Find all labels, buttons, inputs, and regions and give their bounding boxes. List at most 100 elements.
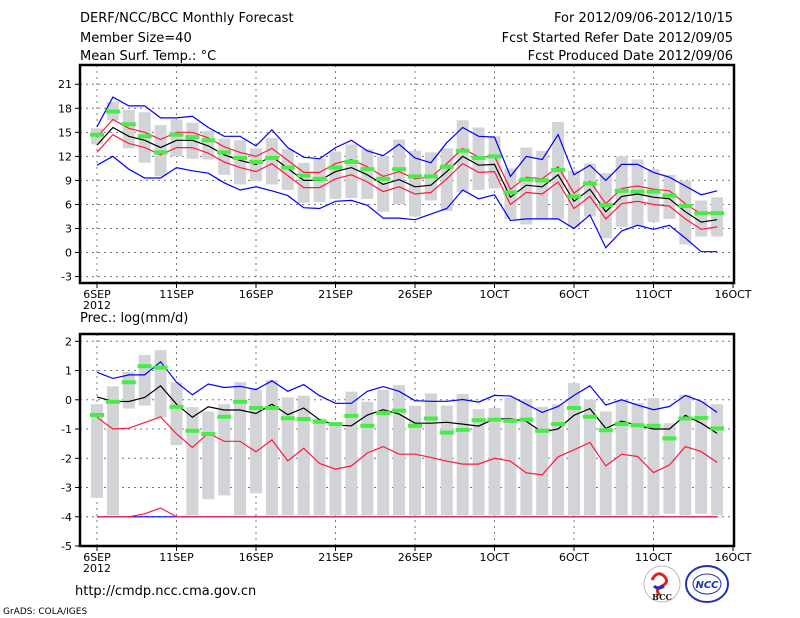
observed-mark [678,416,693,421]
observed-mark [137,134,152,139]
observed-mark [710,211,725,216]
observed-mark [392,408,407,413]
spread-box [218,404,231,496]
observed-mark [312,176,327,181]
series-spread-upper [96,118,718,215]
observed-mark [487,154,502,159]
observed-mark [423,174,438,179]
observed-mark [503,418,518,423]
series-spread-lower [96,416,718,476]
observed-mark [376,176,391,181]
observed-mark [535,178,550,183]
observed-mark [185,428,200,433]
series-maximum [96,360,718,414]
spread-box [488,136,501,189]
observed-mark [710,426,725,431]
spread-box [440,148,453,211]
observed-mark [582,414,597,419]
observed-mark [408,423,422,428]
y-tick-label: 15 [58,126,72,139]
observed-mark [121,380,136,385]
observed-mark [662,193,677,198]
spread-box [456,393,469,516]
y-tick-label: -5 [61,540,72,553]
svg-text:BCC: BCC [652,592,672,602]
observed-mark [694,211,709,216]
ncc-logo: NCC [685,565,729,603]
observed-mark [264,155,279,160]
observed-mark [487,417,502,422]
x-tick-label: 11OCT [635,551,672,564]
spread-box [711,197,724,237]
observed-mark [630,423,645,428]
svg-text:NCC: NCC [695,580,719,591]
x-tick-label: 6OCT [559,288,589,301]
spread-box [377,389,390,516]
observed-mark [471,418,486,423]
x-tick-label: 6OCT [559,551,589,564]
observed-mark [567,194,581,199]
observed-mark [201,138,216,143]
y-tick-label: -3 [61,271,72,284]
y-tick-label: -1 [61,423,72,436]
observed-mark [169,132,184,137]
observed-mark [519,417,534,422]
spread-box [361,149,374,199]
spread-box [631,403,644,516]
spread-box [472,409,485,516]
x-tick-label: 6SEP [83,551,111,564]
spread-box [504,397,517,516]
spread-box [536,150,549,219]
forecast-period: For 2012/09/06-2012/10/15 [554,11,733,26]
grads-credit: GrADS: COLA/IGES [3,607,87,617]
spread-box [186,407,199,516]
series-minimum [96,155,718,253]
spread-box [679,180,692,245]
observed-mark [439,164,454,169]
spread-box [281,149,294,191]
series-maximum [96,96,718,196]
spread-box [234,140,247,185]
x-tick-label: 16OCT [714,551,751,564]
produced-date: Fcst Produced Date 2012/09/06 [528,49,733,64]
x-tick-label: 16SEP [239,288,274,301]
y-tick-label: -3 [61,482,72,495]
observed-mark [328,422,343,427]
spread-box [599,411,612,516]
spread-box [583,399,596,516]
spread-box [154,350,167,418]
x-tick-label: 21SEP [318,551,353,564]
observed-mark [90,132,104,137]
observed-mark [646,189,661,194]
precipitation-chart: 2 1 0 -1 -2 -3 -4 -5 6SEP 11SEP 16SEP 21SEP 26SEP 1OC… [61,332,752,575]
spread-box [170,382,183,446]
y-tick-label: 0 [65,247,72,260]
x-tick-label: 1OCT [479,551,509,564]
x-tick-label: 1OCT [479,288,509,301]
x-year-label: 2012 [83,299,111,312]
spread-box [409,405,421,516]
x-tick-label: 26SEP [398,551,433,564]
plot-frame [78,63,736,285]
observed-mark [678,204,693,209]
observed-mark [360,167,375,172]
spread-box [663,423,676,514]
observed-mark [105,399,120,404]
x-tick-label: 16OCT [714,288,751,301]
observed-mark [551,422,566,427]
spread-box [488,407,501,516]
spread-box [170,119,183,157]
source-url[interactable]: http://cmdp.ncc.cma.gov.cn [75,584,256,599]
spread-box [106,386,119,516]
observed-mark [519,177,534,182]
observed-mark [598,203,613,208]
figure-title: DERF/NCC/BCC Monthly Forecast [80,11,294,26]
spread-box [647,169,660,223]
spread-box [91,404,103,498]
spread-box [536,406,549,516]
spread-box [679,394,692,516]
spread-box [520,399,533,516]
y-tick-label: 0 [65,394,72,407]
spread-box [297,395,310,516]
spread-box [424,393,437,516]
